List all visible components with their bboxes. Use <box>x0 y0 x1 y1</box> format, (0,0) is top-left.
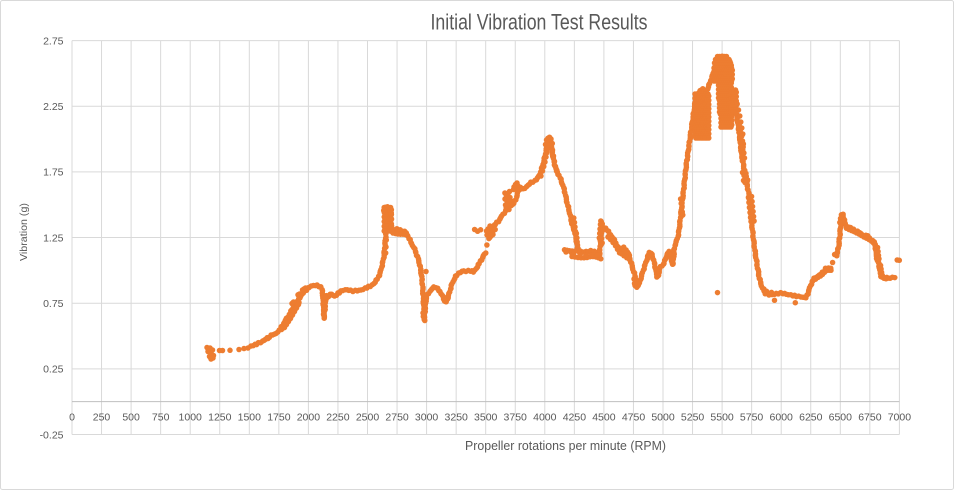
svg-text:2000: 2000 <box>297 412 321 424</box>
svg-text:2750: 2750 <box>385 412 409 424</box>
svg-text:5000: 5000 <box>651 412 675 424</box>
svg-text:5250: 5250 <box>681 412 705 424</box>
svg-text:2500: 2500 <box>356 412 380 424</box>
svg-text:Initial Vibration Test Results: Initial Vibration Test Results <box>431 9 648 34</box>
svg-text:4000: 4000 <box>533 412 557 424</box>
svg-text:0: 0 <box>69 412 75 424</box>
svg-text:6250: 6250 <box>799 412 823 424</box>
svg-text:5750: 5750 <box>740 412 764 424</box>
svg-text:Propeller rotations per minute: Propeller rotations per minute (RPM) <box>465 438 666 453</box>
svg-text:7000: 7000 <box>888 412 912 424</box>
svg-text:0.25: 0.25 <box>43 364 64 376</box>
svg-text:3750: 3750 <box>504 412 528 424</box>
svg-text:1750: 1750 <box>267 412 291 424</box>
svg-text:6750: 6750 <box>858 412 882 424</box>
svg-text:2.25: 2.25 <box>43 101 64 113</box>
svg-text:4500: 4500 <box>592 412 616 424</box>
svg-text:1500: 1500 <box>238 412 262 424</box>
svg-text:6500: 6500 <box>829 412 853 424</box>
svg-text:1000: 1000 <box>179 412 203 424</box>
svg-text:Vibration (g): Vibration (g) <box>18 203 30 261</box>
svg-text:0.75: 0.75 <box>43 298 64 310</box>
svg-text:1250: 1250 <box>208 412 232 424</box>
svg-text:3500: 3500 <box>474 412 498 424</box>
svg-text:2.75: 2.75 <box>43 35 64 47</box>
svg-text:500: 500 <box>122 412 140 424</box>
svg-text:4750: 4750 <box>622 412 646 424</box>
svg-text:2250: 2250 <box>326 412 350 424</box>
svg-text:1.25: 1.25 <box>43 232 64 244</box>
svg-text:3000: 3000 <box>415 412 439 424</box>
svg-text:6000: 6000 <box>770 412 794 424</box>
svg-text:250: 250 <box>93 412 111 424</box>
svg-text:4250: 4250 <box>563 412 587 424</box>
svg-text:3250: 3250 <box>445 412 469 424</box>
svg-text:1.75: 1.75 <box>43 167 64 179</box>
svg-text:-0.25: -0.25 <box>40 429 64 441</box>
svg-text:5500: 5500 <box>710 412 734 424</box>
svg-text:750: 750 <box>152 412 170 424</box>
